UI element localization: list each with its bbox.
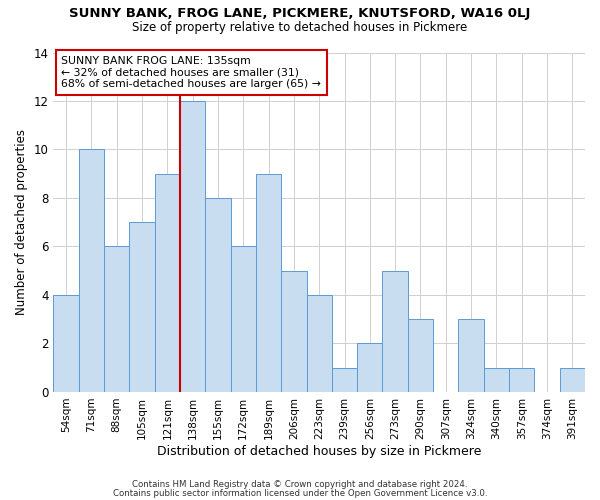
- Y-axis label: Number of detached properties: Number of detached properties: [15, 129, 28, 315]
- Text: Contains public sector information licensed under the Open Government Licence v3: Contains public sector information licen…: [113, 489, 487, 498]
- Bar: [458, 319, 484, 392]
- Bar: [155, 174, 180, 392]
- Text: SUNNY BANK FROG LANE: 135sqm
← 32% of detached houses are smaller (31)
68% of se: SUNNY BANK FROG LANE: 135sqm ← 32% of de…: [61, 56, 321, 89]
- Text: Size of property relative to detached houses in Pickmere: Size of property relative to detached ho…: [133, 21, 467, 34]
- Bar: [104, 246, 130, 392]
- Text: SUNNY BANK, FROG LANE, PICKMERE, KNUTSFORD, WA16 0LJ: SUNNY BANK, FROG LANE, PICKMERE, KNUTSFO…: [70, 8, 530, 20]
- Bar: [256, 174, 281, 392]
- Bar: [230, 246, 256, 392]
- Bar: [332, 368, 357, 392]
- Bar: [130, 222, 155, 392]
- Bar: [484, 368, 509, 392]
- Bar: [205, 198, 230, 392]
- Bar: [307, 295, 332, 392]
- Bar: [509, 368, 535, 392]
- Bar: [560, 368, 585, 392]
- Bar: [53, 295, 79, 392]
- Bar: [408, 319, 433, 392]
- Text: Contains HM Land Registry data © Crown copyright and database right 2024.: Contains HM Land Registry data © Crown c…: [132, 480, 468, 489]
- Bar: [79, 150, 104, 392]
- Bar: [357, 344, 382, 392]
- X-axis label: Distribution of detached houses by size in Pickmere: Distribution of detached houses by size …: [157, 444, 481, 458]
- Bar: [180, 101, 205, 392]
- Bar: [281, 270, 307, 392]
- Bar: [382, 270, 408, 392]
